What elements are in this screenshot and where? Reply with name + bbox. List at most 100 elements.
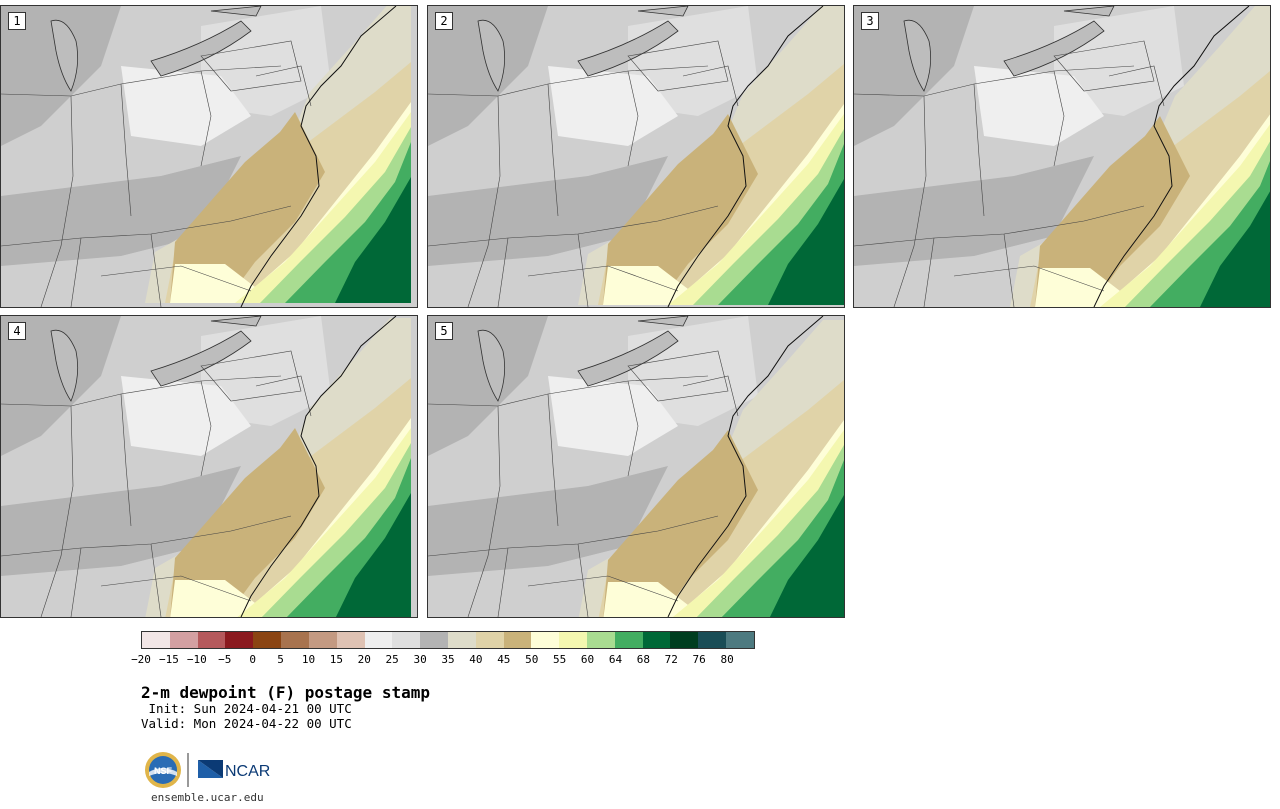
state-border xyxy=(627,350,729,402)
state-border xyxy=(120,83,132,217)
state-border xyxy=(973,83,985,217)
ncar-logo-text: NCAR xyxy=(225,763,270,780)
great-lake xyxy=(210,6,262,17)
colorbar-swatch xyxy=(364,632,393,648)
colorbar-swatch xyxy=(225,632,254,648)
map-layer xyxy=(1,6,417,307)
colorbar-tick-label: −5 xyxy=(218,653,232,666)
state-border xyxy=(40,95,74,307)
colorbar-tick-label: −20 xyxy=(131,653,151,666)
great-lake xyxy=(577,330,679,387)
great-lake xyxy=(210,316,262,327)
dewpoint-band xyxy=(335,177,411,303)
state-border xyxy=(100,575,252,602)
great-lake xyxy=(1003,20,1105,77)
dewpoint-band xyxy=(768,179,844,305)
great-lake xyxy=(637,316,689,327)
colorbar-tick-label: 55 xyxy=(553,653,567,666)
dewpoint-band xyxy=(1035,116,1190,307)
nsf-logo-text: NSF xyxy=(154,766,173,776)
state-border xyxy=(200,350,302,402)
colorbar-tick-label: 72 xyxy=(664,653,678,666)
colorbar-tick-label: 20 xyxy=(357,653,371,666)
great-lake xyxy=(477,19,506,92)
state-border xyxy=(120,393,132,527)
colorbar-swatch xyxy=(169,632,198,648)
valid-time: Valid: Mon 2024-04-22 00 UTC xyxy=(141,716,352,731)
state-border xyxy=(467,405,501,617)
great-lake xyxy=(50,329,79,402)
colorbar-tick-label: 50 xyxy=(525,653,539,666)
great-lake xyxy=(150,330,252,387)
dewpoint-region xyxy=(428,156,668,266)
colorbar-ticks: −20 −15 −10 −5 0 5 10 15 20 25 30 35 40 45 50 55 60 64 68 7… xyxy=(0,653,1280,669)
great-lake xyxy=(477,329,506,402)
dewpoint-band xyxy=(170,112,325,303)
state-border xyxy=(40,405,74,617)
member-label: 1 xyxy=(8,12,26,30)
colorbar-swatch xyxy=(531,632,560,648)
colorbar-tick-label: 25 xyxy=(385,653,399,666)
state-border xyxy=(893,95,927,307)
dewpoint-region xyxy=(1,6,121,146)
state-border xyxy=(627,70,639,167)
dewpoint-region xyxy=(428,6,548,146)
dewpoint-band xyxy=(603,114,758,305)
dewpoint-map xyxy=(428,316,844,617)
dewpoint-region xyxy=(548,376,678,456)
colorbar-swatch xyxy=(614,632,643,648)
logos: NSF NCAR xyxy=(143,750,283,790)
colorbar-tick-label: 80 xyxy=(720,653,734,666)
dewpoint-region xyxy=(121,376,251,456)
colorbar-swatch xyxy=(503,632,532,648)
member-panel-3: 3 xyxy=(853,5,1271,308)
state-border xyxy=(200,380,212,477)
colorbar-swatch xyxy=(559,632,587,648)
colorbar-swatch xyxy=(308,632,337,648)
member-label: 3 xyxy=(861,12,879,30)
dewpoint-band xyxy=(769,495,844,617)
dewpoint-region xyxy=(428,316,548,456)
coastline xyxy=(240,316,397,617)
ncar-logo: NCAR xyxy=(198,760,270,780)
colorbar-swatch xyxy=(447,632,476,648)
colorbar xyxy=(141,631,755,649)
state-border xyxy=(497,547,509,617)
member-panel-1: 1 xyxy=(0,5,418,308)
state-border xyxy=(923,237,935,307)
init-time: Init: Sun 2024-04-21 00 UTC xyxy=(141,701,352,716)
dewpoint-band xyxy=(335,493,411,617)
colorbar-swatch xyxy=(726,632,754,648)
colorbar-swatch xyxy=(197,632,226,648)
state-border xyxy=(547,393,559,527)
member-panel-4: 4 xyxy=(0,315,418,618)
member-label: 4 xyxy=(8,322,26,340)
state-border xyxy=(100,265,252,292)
colorbar-tick-label: 68 xyxy=(636,653,650,666)
member-panel-2: 2 xyxy=(427,5,845,308)
dewpoint-region xyxy=(854,6,974,146)
dewpoint-band xyxy=(170,428,325,617)
dewpoint-region xyxy=(428,466,668,576)
state-border xyxy=(1053,40,1155,92)
great-lake xyxy=(50,19,79,92)
dewpoint-region xyxy=(974,66,1104,146)
colorbar-tick-label: 35 xyxy=(441,653,455,666)
colorbar-swatch xyxy=(420,632,448,648)
colorbar-swatch xyxy=(392,632,421,648)
dewpoint-map xyxy=(854,6,1270,307)
dewpoint-map xyxy=(1,316,417,617)
state-border xyxy=(200,70,212,167)
map-layer xyxy=(1,316,417,617)
dewpoint-region xyxy=(1,466,241,576)
dewpoint-region xyxy=(1,316,121,456)
coastline xyxy=(1093,6,1250,307)
state-border xyxy=(682,65,739,107)
dewpoint-region xyxy=(548,66,678,146)
member-label: 2 xyxy=(435,12,453,30)
member-panel-5: 5 xyxy=(427,315,845,618)
state-border xyxy=(255,375,312,417)
state-border xyxy=(627,40,729,92)
site-url: ensemble.ucar.edu xyxy=(151,791,264,804)
coastline xyxy=(667,316,824,617)
